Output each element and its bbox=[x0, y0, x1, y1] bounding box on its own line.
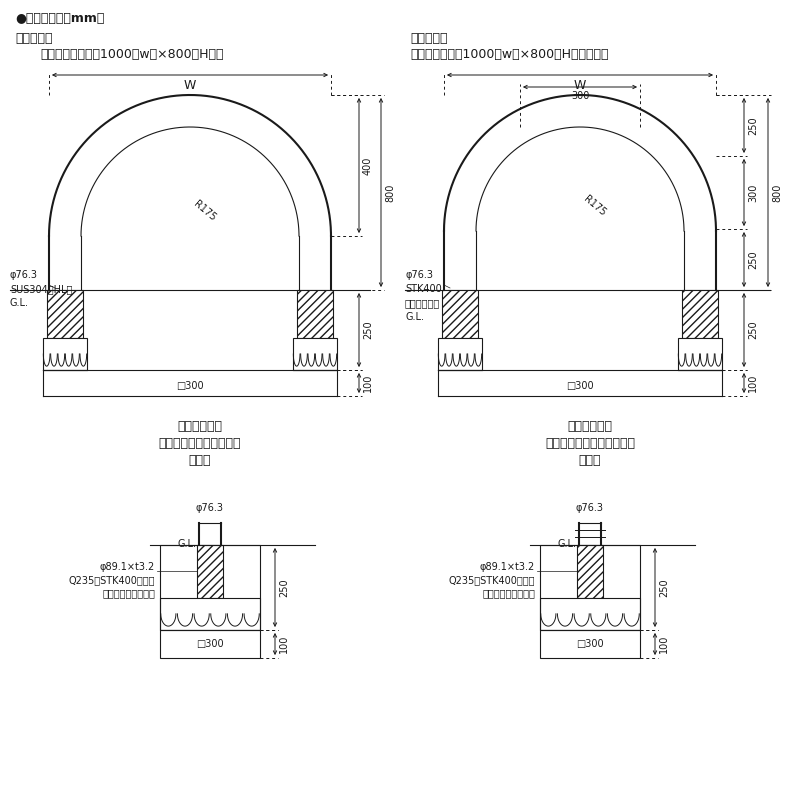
Bar bbox=[297, 290, 333, 338]
Text: R175: R175 bbox=[192, 199, 218, 223]
Bar bbox=[47, 290, 83, 338]
Text: 800: 800 bbox=[385, 183, 395, 202]
Text: ＜取外し式＞: ＜取外し式＞ bbox=[178, 420, 222, 433]
Text: ＜固定式＞: ＜固定式＞ bbox=[15, 32, 53, 45]
Text: 100: 100 bbox=[279, 635, 289, 653]
Bar bbox=[682, 290, 718, 338]
Bar bbox=[197, 545, 223, 598]
Text: （フタなし・キーなし）: （フタなし・キーなし） bbox=[158, 437, 242, 450]
Bar bbox=[197, 545, 223, 598]
Text: 250: 250 bbox=[363, 321, 373, 339]
Text: □300: □300 bbox=[576, 639, 604, 649]
Text: 100: 100 bbox=[748, 374, 758, 392]
Text: （溶融亜邉メッキ）: （溶融亜邉メッキ） bbox=[102, 589, 155, 598]
Text: ＜固定式＞: ＜固定式＞ bbox=[410, 32, 447, 45]
Bar bbox=[293, 338, 337, 370]
Text: □300: □300 bbox=[196, 639, 224, 649]
Bar bbox=[47, 290, 83, 338]
Bar bbox=[540, 598, 640, 630]
Text: ＜取外し式＞: ＜取外し式＞ bbox=[567, 420, 613, 433]
Bar bbox=[160, 598, 260, 630]
Text: STK400: STK400 bbox=[405, 284, 442, 294]
Text: SUS304（HL）: SUS304（HL） bbox=[10, 284, 72, 294]
Text: （焼付塗装）: （焼付塗装） bbox=[405, 298, 440, 308]
Text: Q235（STK400相当）: Q235（STK400相当） bbox=[69, 575, 155, 586]
Bar bbox=[438, 338, 482, 370]
Bar bbox=[678, 338, 722, 370]
Bar bbox=[160, 630, 260, 658]
Text: 250: 250 bbox=[748, 250, 758, 269]
Bar bbox=[160, 545, 260, 630]
Text: 300: 300 bbox=[748, 183, 758, 202]
Bar bbox=[682, 290, 718, 338]
Text: （溶融亜邉メッキ）: （溶融亜邉メッキ） bbox=[482, 589, 535, 598]
Text: W: W bbox=[184, 79, 196, 92]
Text: φ76.3: φ76.3 bbox=[576, 503, 604, 513]
Text: Q235（STK400相当）: Q235（STK400相当） bbox=[449, 575, 535, 586]
Text: 100: 100 bbox=[659, 635, 669, 653]
Text: G.L.: G.L. bbox=[405, 312, 424, 322]
Bar bbox=[43, 338, 87, 370]
Text: □300: □300 bbox=[566, 381, 594, 391]
Text: φ89.1×t3.2: φ89.1×t3.2 bbox=[100, 562, 155, 573]
Text: φ89.1×t3.2: φ89.1×t3.2 bbox=[480, 562, 535, 573]
Text: φ76.3: φ76.3 bbox=[405, 270, 433, 280]
Text: ●寸法図（単位mm）: ●寸法図（単位mm） bbox=[15, 12, 104, 25]
Text: 100: 100 bbox=[363, 374, 373, 392]
Text: 250: 250 bbox=[279, 578, 289, 597]
Text: □300: □300 bbox=[176, 381, 204, 391]
Text: G.L.: G.L. bbox=[10, 298, 29, 308]
Text: 300: 300 bbox=[571, 91, 589, 101]
Text: 250: 250 bbox=[748, 321, 758, 339]
Text: W: W bbox=[574, 79, 586, 92]
Bar bbox=[442, 290, 478, 338]
Text: φ76.3: φ76.3 bbox=[196, 503, 224, 513]
Text: 800: 800 bbox=[772, 183, 782, 202]
Text: 400: 400 bbox=[363, 156, 373, 174]
Text: ステンレス（図は1000（w）×800（H））: ステンレス（図は1000（w）×800（H）） bbox=[40, 48, 223, 61]
Text: 地下笱: 地下笱 bbox=[578, 454, 602, 467]
Bar bbox=[540, 545, 640, 630]
Text: R175: R175 bbox=[582, 194, 608, 218]
Text: 250: 250 bbox=[748, 116, 758, 134]
Bar bbox=[577, 545, 603, 598]
Text: （フタ付き・南京锥付き）: （フタ付き・南京锥付き） bbox=[545, 437, 635, 450]
Text: 地下笱: 地下笱 bbox=[189, 454, 211, 467]
Text: φ76.3: φ76.3 bbox=[10, 270, 38, 280]
Bar bbox=[540, 630, 640, 658]
Bar bbox=[577, 545, 603, 598]
Text: G.L.: G.L. bbox=[178, 539, 197, 549]
Bar bbox=[297, 290, 333, 338]
Text: G.L.: G.L. bbox=[558, 539, 577, 549]
Text: 250: 250 bbox=[659, 578, 669, 597]
Text: スチール（図は1000（w）×800（H）赤・白）: スチール（図は1000（w）×800（H）赤・白） bbox=[410, 48, 609, 61]
Bar bbox=[442, 290, 478, 338]
